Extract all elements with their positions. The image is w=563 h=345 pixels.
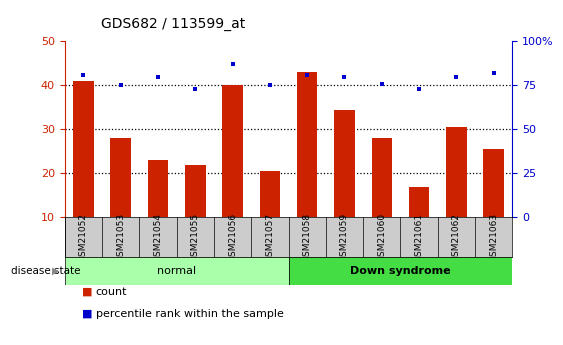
- Point: [452, 74, 461, 79]
- Point: [154, 74, 163, 79]
- Text: GSM21056: GSM21056: [228, 213, 237, 262]
- Point: [79, 72, 88, 78]
- Text: GSM21053: GSM21053: [116, 213, 125, 262]
- Text: GDS682 / 113599_at: GDS682 / 113599_at: [101, 17, 245, 31]
- Text: GSM21060: GSM21060: [377, 213, 386, 262]
- Bar: [65, 257, 289, 285]
- Point: [340, 74, 349, 79]
- Point: [228, 61, 237, 67]
- Point: [414, 86, 423, 92]
- Bar: [372, 138, 392, 217]
- Text: count: count: [96, 287, 127, 296]
- Text: ■: ■: [82, 309, 92, 319]
- Text: GSM21055: GSM21055: [191, 213, 200, 262]
- Text: normal: normal: [157, 266, 196, 276]
- Point: [265, 82, 274, 88]
- Text: Down syndrome: Down syndrome: [350, 266, 451, 276]
- Text: ■: ■: [82, 287, 92, 296]
- Bar: [334, 110, 355, 217]
- Point: [191, 86, 200, 92]
- Bar: [222, 85, 243, 217]
- Point: [377, 81, 386, 86]
- Text: percentile rank within the sample: percentile rank within the sample: [96, 309, 284, 319]
- Text: GSM21063: GSM21063: [489, 213, 498, 262]
- Bar: [110, 138, 131, 217]
- Text: GSM21052: GSM21052: [79, 213, 88, 262]
- Text: GSM21057: GSM21057: [265, 213, 274, 262]
- Text: GSM21062: GSM21062: [452, 213, 461, 262]
- Bar: [484, 149, 504, 217]
- Bar: [446, 127, 467, 217]
- Bar: [73, 81, 93, 217]
- Bar: [289, 257, 512, 285]
- Text: GSM21058: GSM21058: [303, 213, 312, 262]
- Point: [489, 70, 498, 76]
- Text: GSM21054: GSM21054: [154, 213, 163, 262]
- Bar: [185, 165, 205, 217]
- Point: [116, 82, 125, 88]
- Bar: [148, 160, 168, 217]
- Text: GSM21061: GSM21061: [414, 213, 423, 262]
- Bar: [260, 171, 280, 217]
- Text: ▶: ▶: [52, 266, 59, 276]
- Point: [303, 72, 312, 78]
- Bar: [297, 72, 318, 217]
- Text: GSM21059: GSM21059: [340, 213, 349, 262]
- Text: disease state: disease state: [11, 266, 81, 276]
- Bar: [409, 187, 430, 217]
